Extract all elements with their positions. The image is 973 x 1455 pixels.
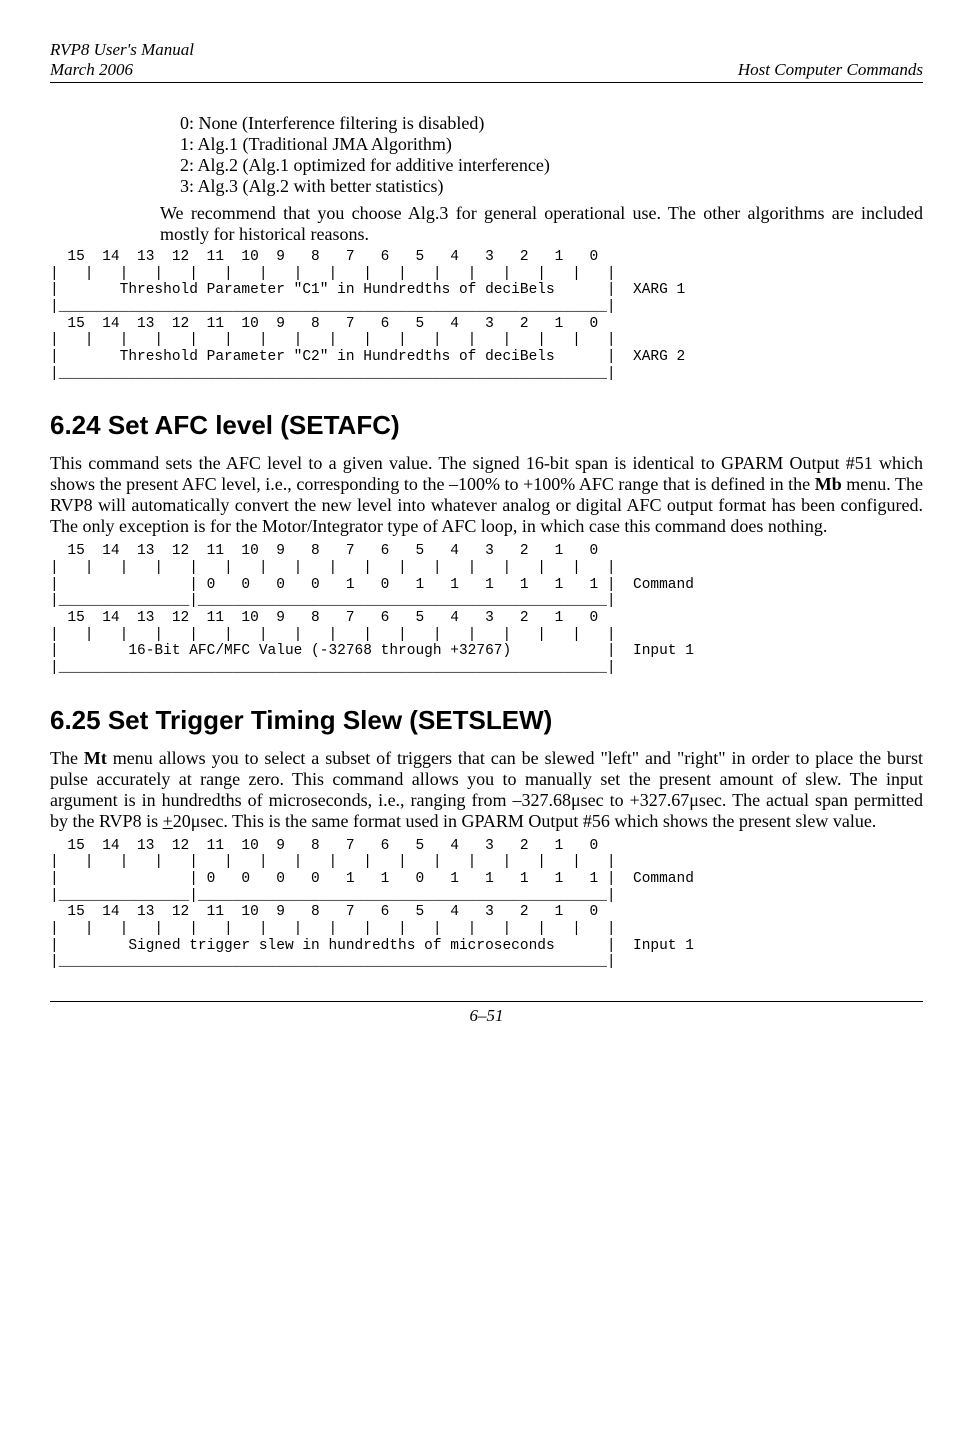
filter-option-0: 0: None (Interference filtering is disab… (180, 113, 923, 134)
header-rule (50, 82, 923, 83)
recommendation-paragraph: We recommend that you choose Alg.3 for g… (160, 203, 923, 245)
bit-diagram-setslew: 15 14 13 12 11 10 9 8 7 6 5 4 3 2 1 0 | … (50, 838, 923, 971)
section-6-25-text-2: menu allows you to select a subset of tr… (50, 748, 923, 831)
section-6-25-heading: 6.25 Set Trigger Timing Slew (SETSLEW) (50, 705, 923, 736)
section-6-25-text-1: The (50, 748, 84, 768)
mt-menu-bold: Mt (84, 748, 107, 768)
bit-diagram-xarg: 15 14 13 12 11 10 9 8 7 6 5 4 3 2 1 0 | … (50, 249, 923, 382)
filter-options-list: 0: None (Interference filtering is disab… (180, 113, 923, 197)
footer-rule (50, 1001, 923, 1002)
filter-option-2: 2: Alg.2 (Alg.1 optimized for additive i… (180, 155, 923, 176)
page-number: 6–51 (50, 1006, 923, 1026)
bit-diagram-setafc: 15 14 13 12 11 10 9 8 7 6 5 4 3 2 1 0 | … (50, 543, 923, 676)
section-6-24-text-1: This command sets the AFC level to a giv… (50, 453, 923, 494)
header-left: RVP8 User's Manual March 2006 (50, 40, 194, 80)
section-6-24-heading: 6.24 Set AFC level (SETAFC) (50, 410, 923, 441)
filter-option-3: 3: Alg.3 (Alg.2 with better statistics) (180, 176, 923, 197)
header-right: Host Computer Commands (738, 60, 923, 80)
section-6-24-body: This command sets the AFC level to a giv… (50, 453, 923, 537)
mb-menu-bold: Mb (815, 474, 842, 494)
manual-title: RVP8 User's Manual (50, 40, 194, 60)
filter-option-1: 1: Alg.1 (Traditional JMA Algorithm) (180, 134, 923, 155)
section-6-25-body: The Mt menu allows you to select a subse… (50, 748, 923, 832)
manual-date: March 2006 (50, 60, 194, 80)
page-header: RVP8 User's Manual March 2006 Host Compu… (50, 40, 923, 80)
